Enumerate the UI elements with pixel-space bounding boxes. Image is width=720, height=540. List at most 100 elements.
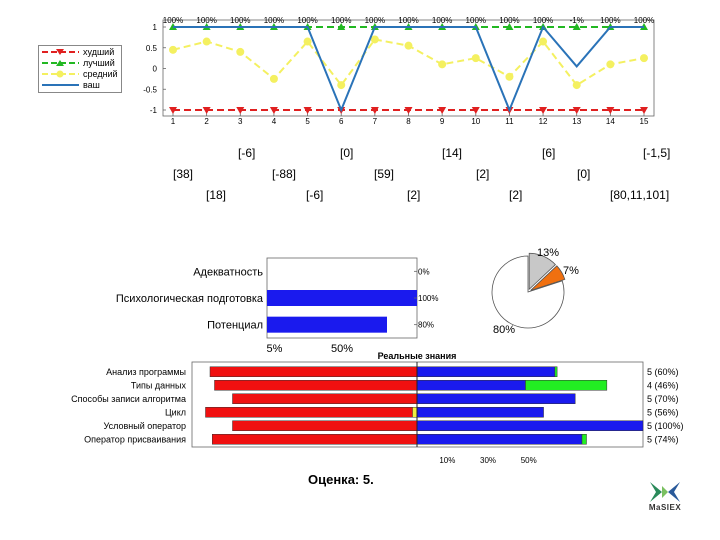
data-point-worst [539, 107, 548, 114]
answer-cell: [-6] [306, 188, 324, 202]
data-point-worst [404, 107, 413, 114]
x-tick-label: 10 [471, 117, 480, 126]
bar-x-tick-label: 5% [267, 343, 283, 355]
top-percent-label: 100% [365, 16, 385, 25]
bar-category-label: Психологическая подготовка [116, 293, 264, 305]
data-point-average [236, 47, 245, 56]
data-point-worst [438, 107, 447, 114]
data-point-best [572, 23, 581, 30]
knowledge-bar-red [232, 393, 418, 404]
data-point-average [269, 74, 278, 83]
y-tick-label: 1 [153, 23, 158, 32]
knowledge-bar-red [205, 407, 418, 418]
answer-cell: [80,11,101] [610, 188, 670, 202]
knowledge-value-label: 4 (46%) [647, 380, 679, 390]
x-tick-label: 2 [204, 117, 209, 126]
legend-item-average: средний [39, 69, 121, 79]
knowledge-bar-blue [416, 393, 576, 404]
x-tick-label: 9 [440, 117, 445, 126]
knowledge-category-label: Типы данных [131, 380, 187, 390]
data-point-worst [269, 107, 278, 114]
data-point-worst [202, 107, 211, 114]
top-percent-label: 100% [297, 16, 317, 25]
knowledge-value-label: 5 (100%) [647, 421, 684, 431]
knowledge-category-label: Цикл [165, 407, 186, 417]
data-point-average [202, 37, 211, 46]
top-percent-label: 100% [533, 16, 553, 25]
data-point-average [505, 72, 514, 81]
x-tick-label: 6 [339, 117, 344, 126]
legend-label: ваш [83, 80, 100, 90]
answer-cell: [0] [340, 146, 354, 160]
x-tick-label: 15 [640, 117, 649, 126]
data-point-worst [572, 107, 581, 114]
logo-text: MaSIEX [648, 503, 682, 512]
legend-label: худший [83, 47, 115, 57]
knowledge-bar-green [525, 380, 608, 391]
bar [267, 290, 417, 306]
data-point-best [505, 23, 514, 30]
bar-value-label: 100% [418, 294, 438, 303]
legend-label: лучший [83, 58, 115, 68]
knowledge-category-label: Условный оператор [104, 421, 186, 431]
y-tick-label: -0.5 [143, 85, 157, 94]
knowledge-bar-red [209, 366, 418, 377]
answer-cell: [6] [542, 146, 556, 160]
knowledge-bar-blue [416, 407, 544, 418]
knowledge-category-label: Способы записи алгоритма [71, 394, 186, 404]
pie-slice [528, 252, 556, 291]
knowledge-bar-blue [416, 434, 583, 445]
pie-slice [530, 265, 566, 291]
bar-x-tick-label: 50% [331, 343, 353, 355]
answer-cell: [14] [442, 146, 463, 160]
x-tick-label: 12 [539, 117, 548, 126]
knowledge-value-label: 5 (56%) [647, 407, 679, 417]
data-point-average [572, 81, 581, 90]
knowledge-bar-blue [416, 420, 644, 431]
bar [267, 316, 387, 333]
knowledge-bar-blue [416, 366, 556, 377]
x-tick-label: 7 [373, 117, 378, 126]
pie-label: 80% [493, 324, 515, 336]
x-tick-label: 8 [406, 117, 411, 126]
answer-cell: [59] [374, 167, 395, 181]
top-percent-label: 100% [466, 16, 486, 25]
logo-mark-icon [650, 482, 680, 502]
bar-category-label: Адекватность [193, 266, 263, 278]
data-point-average [471, 54, 480, 63]
knowledge-value-label: 5 (74%) [647, 434, 679, 444]
knowledge-x-tick-label: 50% [521, 456, 537, 465]
grade-text: Оценка: 5. [308, 472, 374, 487]
knowledge-bar-red [212, 434, 418, 445]
data-point-worst [640, 107, 648, 114]
knowledge-bar-yellow [412, 407, 418, 418]
knowledge-x-tick-label: 30% [480, 456, 496, 465]
knowledge-value-label: 5 (60%) [647, 367, 679, 377]
legend-item-yours: ваш [39, 80, 121, 90]
data-point-average [539, 37, 548, 46]
pie-label: 7% [563, 265, 579, 277]
data-point-worst [169, 107, 177, 114]
answer-cell: [2] [407, 188, 421, 202]
y-tick-label: -1 [150, 106, 158, 115]
knowledge-category-label: Анализ программы [106, 367, 186, 377]
data-point-average [404, 41, 413, 50]
answer-cell: [38] [173, 167, 194, 181]
top-percent-label: 100% [331, 16, 351, 25]
top-percent-label: 100% [432, 16, 452, 25]
legend-label: средний [83, 69, 118, 79]
top-percent-label: 100% [600, 16, 620, 25]
data-point-worst [303, 107, 312, 114]
y-tick-label: 0 [153, 65, 158, 74]
top-percent-label: 100% [634, 16, 654, 25]
knowledge-bar-red [214, 380, 418, 391]
data-point-average [606, 60, 615, 69]
bar-value-label: 80% [418, 321, 434, 330]
top-percent-label: 100% [398, 16, 418, 25]
bar-value-label: 0% [418, 267, 430, 276]
data-point-average [370, 35, 379, 44]
top-percent-label: 100% [163, 16, 183, 25]
knowledge-bar-green [581, 434, 587, 445]
data-point-worst [370, 107, 379, 114]
knowledge-bar-blue [416, 380, 526, 391]
